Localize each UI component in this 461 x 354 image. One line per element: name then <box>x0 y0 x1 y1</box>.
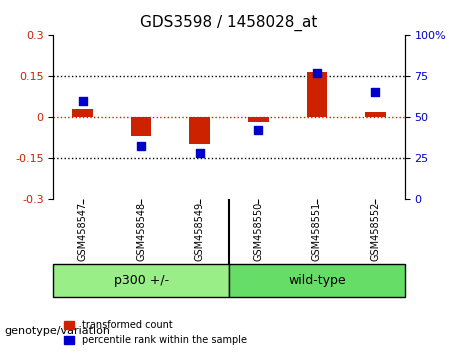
Point <box>137 143 145 149</box>
Legend: transformed count, percentile rank within the sample: transformed count, percentile rank withi… <box>60 316 250 349</box>
Point <box>79 98 86 103</box>
Point <box>196 150 203 156</box>
Text: GSM458552: GSM458552 <box>370 201 380 261</box>
Bar <box>131 117 151 136</box>
Point <box>372 90 379 95</box>
Bar <box>307 72 327 117</box>
Bar <box>248 117 268 122</box>
Title: GDS3598 / 1458028_at: GDS3598 / 1458028_at <box>140 15 318 31</box>
Text: GSM458549: GSM458549 <box>195 202 205 261</box>
Text: GSM458551: GSM458551 <box>312 201 322 261</box>
Text: p300 +/-: p300 +/- <box>113 274 169 287</box>
Text: GSM458550: GSM458550 <box>253 201 263 261</box>
Text: wild-type: wild-type <box>288 274 346 287</box>
Point <box>254 127 262 133</box>
Text: GSM458548: GSM458548 <box>136 202 146 261</box>
Bar <box>365 112 385 117</box>
Bar <box>53 264 229 297</box>
Text: genotype/variation: genotype/variation <box>5 326 111 336</box>
Point <box>313 70 320 76</box>
Bar <box>72 109 93 117</box>
Bar <box>229 264 405 297</box>
Text: GSM458547: GSM458547 <box>77 201 88 261</box>
Bar <box>189 117 210 144</box>
